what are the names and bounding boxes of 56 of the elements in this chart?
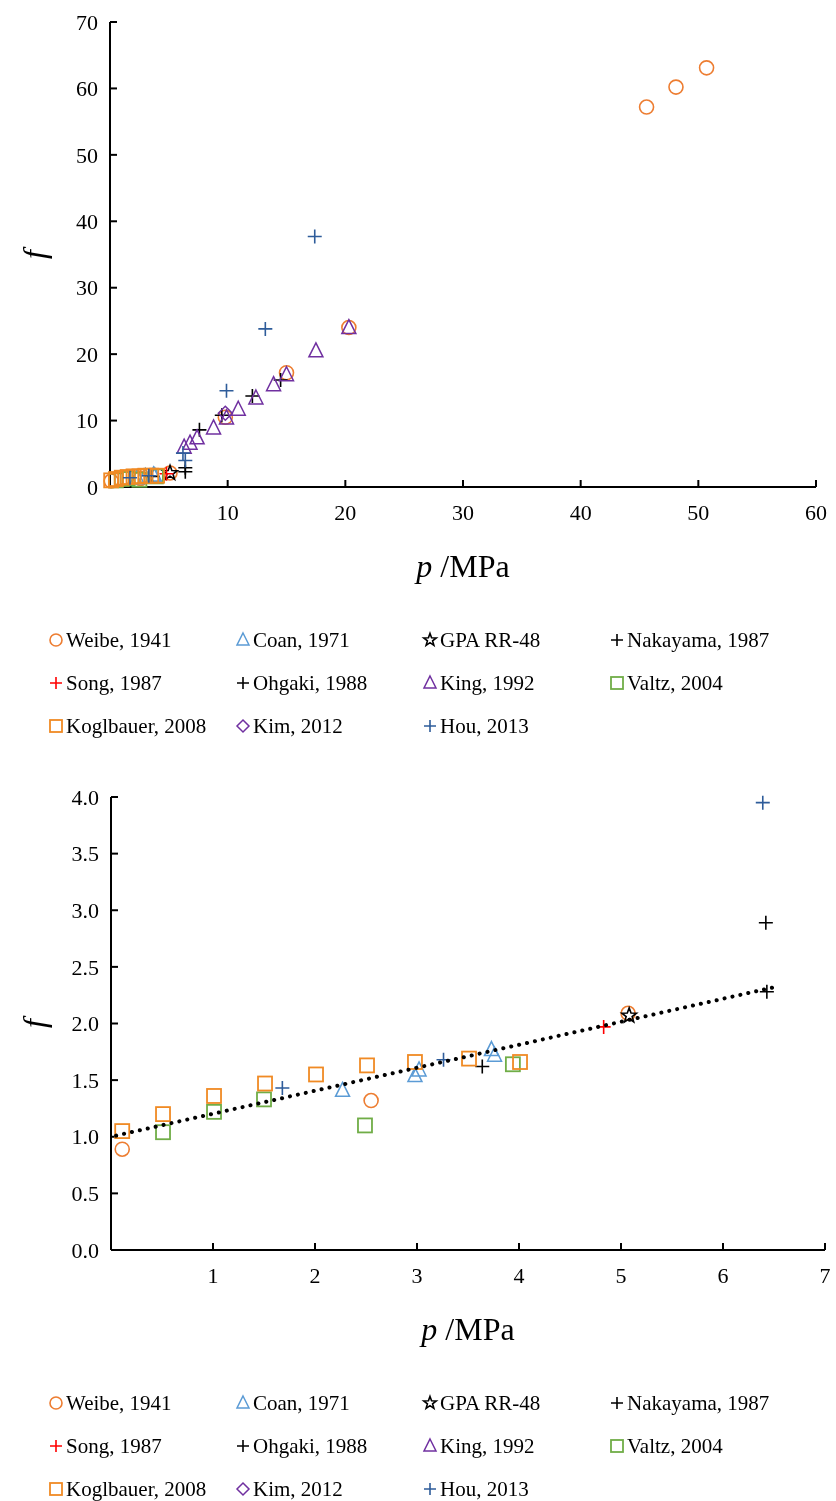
legend-label: Ohgaki, 1988 bbox=[253, 1434, 368, 1459]
legend-label: King, 1992 bbox=[440, 1434, 535, 1459]
legend-label: Weibe, 1941 bbox=[66, 628, 172, 653]
legend-label: Ohgaki, 1988 bbox=[253, 671, 368, 696]
legend-label: Koglbauer, 2008 bbox=[66, 1477, 207, 1501]
x-tick-label: 20 bbox=[334, 500, 357, 525]
legend-label: Valtz, 2004 bbox=[627, 1434, 724, 1459]
x-tick-label: 6 bbox=[717, 1263, 729, 1288]
y-axis-title: f bbox=[16, 1014, 52, 1028]
y-tick-label: 4.0 bbox=[71, 784, 99, 810]
y-tick-label: 1.5 bbox=[71, 1067, 99, 1093]
x-tick-label: 50 bbox=[687, 500, 710, 525]
x-axis-title: p /MPa bbox=[414, 548, 510, 584]
y-tick-label: 0.5 bbox=[71, 1181, 99, 1207]
y-tick-label: 0.0 bbox=[71, 1237, 99, 1263]
x-tick-label: 30 bbox=[452, 500, 474, 525]
x-tick-label: 5 bbox=[615, 1263, 627, 1288]
x-tick-label: 3 bbox=[411, 1263, 423, 1288]
y-tick-label: 1.0 bbox=[71, 1124, 99, 1150]
legend-label: King, 1992 bbox=[440, 671, 535, 696]
y-tick-label: 3.5 bbox=[71, 841, 99, 867]
legend-label: Kim, 2012 bbox=[253, 1477, 343, 1501]
legend-label: Coan, 1971 bbox=[253, 628, 350, 653]
legend-label: Coan, 1971 bbox=[253, 1391, 350, 1416]
y-tick-label: 2.5 bbox=[71, 954, 99, 980]
y-tick-label: 20 bbox=[76, 341, 98, 367]
x-tick-label: 60 bbox=[805, 500, 827, 525]
x-tick-label: 2 bbox=[309, 1263, 321, 1288]
legend-label: Valtz, 2004 bbox=[627, 671, 724, 696]
legend-label: GPA RR-48 bbox=[440, 628, 541, 653]
legend-label: Song, 1987 bbox=[66, 1434, 162, 1459]
y-tick-label: 60 bbox=[76, 76, 98, 102]
y-tick-label: 3.0 bbox=[71, 897, 99, 923]
y-tick-label: 2.0 bbox=[71, 1011, 99, 1037]
y-tick-label: 40 bbox=[76, 208, 98, 234]
x-tick-label: 40 bbox=[569, 500, 592, 525]
y-tick-label: 30 bbox=[76, 275, 98, 301]
legend-label: Nakayama, 1987 bbox=[627, 1391, 770, 1416]
y-tick-label: 70 bbox=[76, 9, 98, 35]
legend-label: Nakayama, 1987 bbox=[627, 628, 770, 653]
x-tick-label: 10 bbox=[216, 500, 239, 525]
x-tick-label: 4 bbox=[513, 1263, 525, 1288]
legend-label: GPA RR-48 bbox=[440, 1391, 541, 1416]
y-tick-label: 0 bbox=[87, 474, 98, 500]
x-tick-label: 7 bbox=[819, 1263, 831, 1288]
y-tick-label: 10 bbox=[76, 408, 98, 434]
legend-label: Song, 1987 bbox=[66, 671, 162, 696]
legend-label: Weibe, 1941 bbox=[66, 1391, 172, 1416]
legend-label: Koglbauer, 2008 bbox=[66, 714, 207, 739]
legend-label: Hou, 2013 bbox=[440, 1477, 529, 1501]
y-tick-label: 50 bbox=[76, 142, 98, 168]
y-axis-title: f bbox=[16, 245, 52, 259]
legend-label: Kim, 2012 bbox=[253, 714, 343, 739]
x-axis-title: p /MPa bbox=[419, 1311, 515, 1347]
x-tick-label: 1 bbox=[207, 1263, 219, 1288]
legend-label: Hou, 2013 bbox=[440, 714, 529, 739]
